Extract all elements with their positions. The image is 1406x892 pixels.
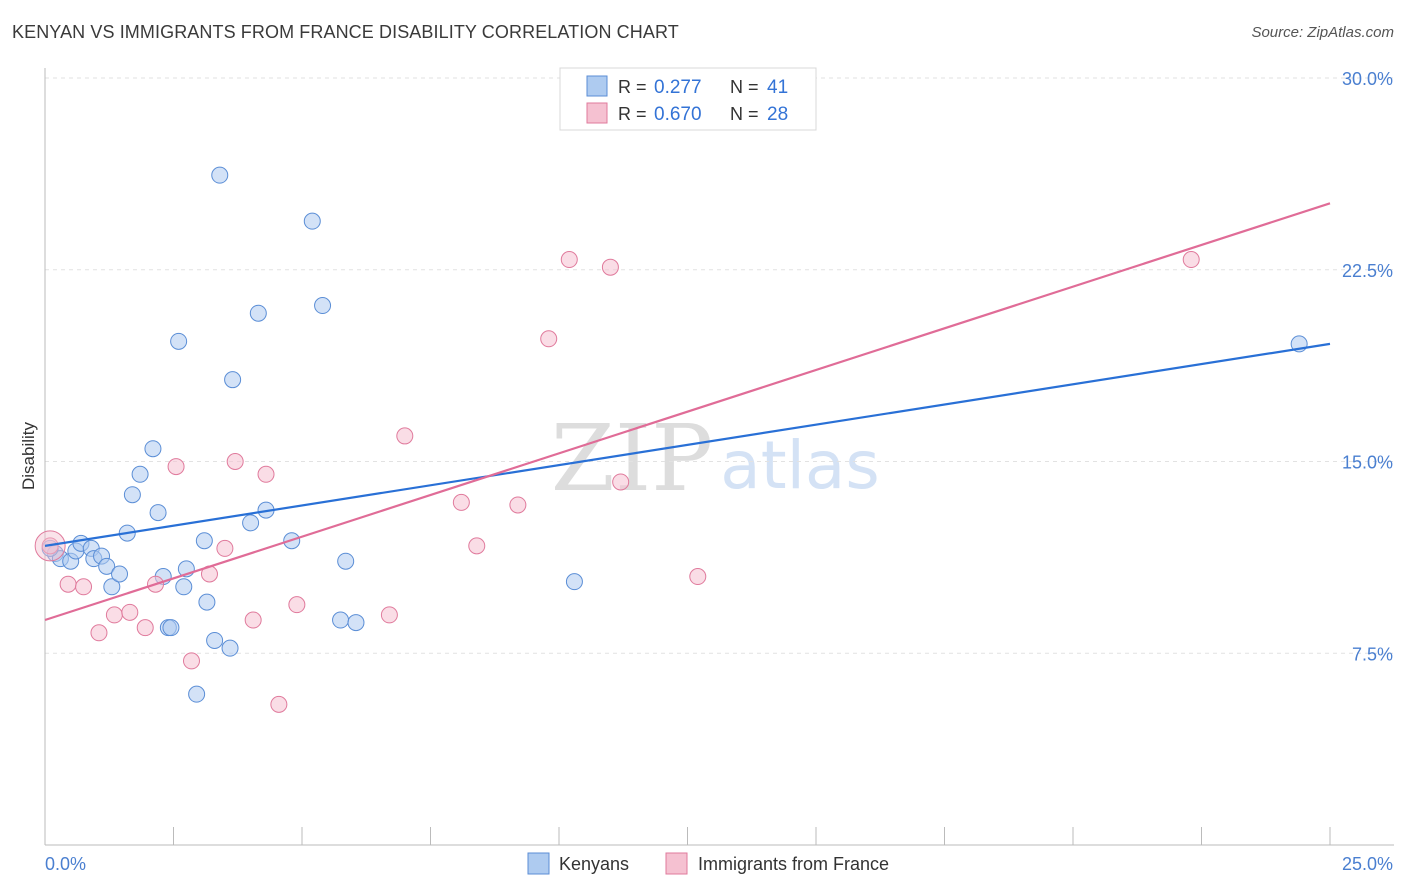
kenyan-point-33: [314, 297, 332, 315]
france-point-22: [540, 330, 558, 348]
kenyan-point-10: [111, 565, 129, 583]
y-tick-label-2: 22.5%: [1342, 261, 1393, 281]
france-point-26: [689, 568, 707, 586]
y-tick-label-3: 30.0%: [1342, 69, 1393, 89]
kenyan-point-36: [347, 614, 365, 632]
france-point-11: [216, 539, 234, 557]
stats-r-label-france: R =: [618, 104, 647, 124]
stats-r-value-kenyans: 0.277: [654, 77, 702, 98]
france-point-3: [90, 624, 108, 642]
france-point-21: [509, 496, 527, 514]
kenyan-point-27: [224, 371, 242, 389]
kenyan-point-39: [162, 619, 180, 637]
france-point-6: [136, 619, 154, 637]
kenyan-point-8: [98, 557, 116, 575]
france-point-18: [396, 427, 414, 445]
kenyan-point-29: [249, 304, 267, 322]
kenyan-point-26: [221, 639, 239, 657]
kenyan-point-15: [149, 504, 167, 522]
y-tick-label-0: 7.5%: [1352, 644, 1393, 664]
x-tick-label-min: 0.0%: [45, 854, 86, 874]
chart-title: KENYAN VS IMMIGRANTS FROM FRANCE DISABIL…: [12, 22, 679, 42]
stats-r-value-france: 0.670: [654, 104, 702, 125]
france-point-12: [226, 453, 244, 470]
legend-swatch-france: [665, 852, 688, 875]
kenyan-point-19: [175, 578, 193, 596]
kenyan-point-35: [337, 552, 355, 570]
kenyan-point-25: [211, 166, 229, 184]
france-point-5: [121, 603, 139, 621]
legend-swatch-kenyans: [527, 852, 550, 875]
france-point-13: [244, 611, 262, 629]
france-point-1: [59, 575, 77, 593]
stats-n-value-kenyans: 41: [767, 77, 788, 98]
axes: [44, 68, 1394, 846]
stats-n-label-kenyans: N =: [730, 77, 759, 97]
france-point-19: [452, 493, 470, 511]
stats-r-label-kenyans: R =: [618, 77, 647, 97]
watermark-zip: ZIP: [551, 405, 713, 512]
stats-n-value-france: 28: [767, 104, 788, 125]
kenyan-point-22: [195, 532, 213, 550]
kenyan-point-9: [103, 578, 121, 596]
france-point-15: [270, 695, 288, 713]
kenyan-point-14: [144, 440, 162, 458]
y-tick-labels: 7.5% 15.0% 22.5% 30.0%: [1342, 69, 1393, 664]
legend-label-france: Immigrants from France: [698, 854, 889, 874]
chart-source: Source: ZipAtlas.com: [1251, 24, 1394, 41]
y-tick-label-1: 15.0%: [1342, 453, 1393, 473]
trend-lines: [44, 202, 1331, 622]
kenyans-trend-line: [44, 342, 1331, 547]
kenyan-point-23: [198, 593, 216, 611]
france-point-20: [468, 537, 486, 555]
x-ticks: [44, 827, 1331, 845]
kenyan-point-21: [188, 685, 206, 703]
france-point-8: [167, 458, 185, 476]
france-point-17: [380, 606, 398, 624]
kenyan-point-12: [123, 486, 141, 504]
france-point-9: [182, 652, 200, 670]
kenyan-point-18: [170, 332, 188, 350]
y-axis-label: Disability: [19, 421, 38, 490]
kenyan-point-24: [206, 631, 224, 649]
x-tick-label-max: 25.0%: [1342, 854, 1393, 874]
watermark: ZIP atlas: [551, 405, 880, 512]
france-point-24: [601, 258, 619, 276]
series-legend: Kenyans Immigrants from France: [527, 852, 889, 875]
kenyan-point-34: [332, 611, 350, 629]
watermark-atlas: atlas: [720, 427, 880, 504]
france-point-14: [257, 465, 275, 483]
kenyan-point-37: [565, 573, 583, 591]
france-point-16: [288, 596, 306, 614]
kenyan-point-32: [303, 212, 321, 230]
kenyan-point-28: [242, 514, 260, 532]
stats-n-label-france: N =: [730, 104, 759, 124]
stats-legend: R = 0.277 N = 41 R = 0.670 N = 28: [559, 67, 817, 131]
stats-swatch-kenyans: [586, 75, 608, 97]
france-point-23: [560, 251, 578, 269]
france-point-25: [612, 473, 630, 491]
legend-label-kenyans: Kenyans: [559, 854, 629, 874]
kenyan-point-13: [131, 465, 149, 483]
france-point-27: [1182, 251, 1200, 269]
france-point-2: [75, 578, 93, 596]
france-point-4: [105, 606, 123, 624]
france-trend-line: [44, 202, 1331, 622]
stats-swatch-france: [586, 102, 608, 124]
